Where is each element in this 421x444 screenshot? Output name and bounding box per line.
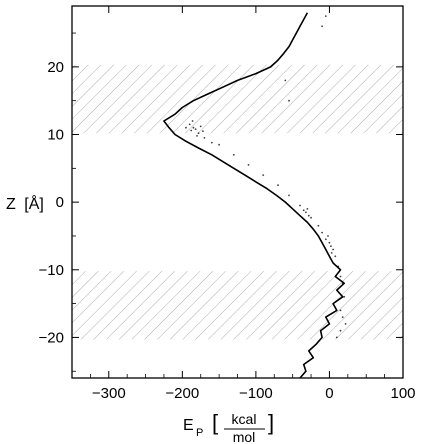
scatter-point — [197, 132, 200, 135]
x-axis-label: E P [ kcal mol ] — [183, 410, 274, 444]
scatter-point — [288, 194, 290, 197]
scatter-point — [327, 235, 329, 237]
x-axis-label-unit-numerator: kcal — [232, 411, 257, 427]
y-tick-label: −20 — [39, 329, 64, 346]
x-tick-label: −300 — [92, 385, 126, 402]
scatter-point — [284, 79, 287, 82]
scatter-point — [307, 214, 310, 217]
x-axis-label-unit-denominator: mol — [233, 429, 256, 444]
profile-line-path — [163, 12, 345, 378]
scatter-point — [306, 208, 309, 210]
scatter-point — [185, 126, 187, 129]
y-axis-label: Z [Å] — [6, 194, 44, 213]
scatter-point — [302, 209, 305, 212]
profile-line — [163, 12, 345, 378]
y-tick-label: 10 — [47, 127, 64, 144]
y-tick-label: 20 — [47, 59, 64, 76]
scatter-point — [218, 143, 221, 146]
scatter-point — [232, 153, 235, 156]
scatter-point — [247, 164, 250, 166]
scatter-point — [192, 126, 195, 129]
x-axis-label-close-bracket: ] — [268, 410, 274, 435]
y-tick-label: −10 — [39, 262, 64, 279]
x-axis-label-subscript: P — [196, 427, 203, 439]
y-axis-ticks: −20 −10 0 10 20 — [39, 32, 403, 372]
scatter-point — [317, 224, 320, 227]
scatter-point — [321, 25, 323, 28]
scatter-point — [339, 309, 342, 312]
scatter-point — [341, 316, 344, 318]
scatter-point — [305, 211, 307, 214]
scatter-point — [324, 238, 327, 241]
scatter-point — [339, 275, 342, 278]
scatter-point — [210, 141, 213, 144]
x-axis-label-main: E — [183, 417, 194, 434]
scatter-point — [310, 216, 312, 219]
scatter-point — [196, 135, 198, 137]
hatched-band-0 — [72, 64, 403, 134]
y-axis-label-unit: Å — [29, 194, 40, 213]
scatter-point — [277, 184, 279, 187]
scatter-point — [330, 252, 333, 254]
scatter-point — [343, 295, 346, 298]
scatter-point — [335, 336, 338, 339]
x-tick-label: 100 — [390, 385, 415, 402]
scatter-point — [321, 231, 323, 234]
scatter-point — [262, 174, 265, 177]
scatter-point — [332, 248, 334, 251]
scatter-point — [188, 123, 191, 126]
scatter-point — [324, 15, 327, 17]
scatter-point — [330, 245, 332, 248]
scatter-point — [288, 99, 290, 102]
scatter-point — [190, 129, 193, 132]
x-axis-ticks: −300 −200 −100 0 100 — [71, 6, 416, 402]
scatter-point — [203, 137, 206, 139]
scatter-point — [344, 323, 347, 325]
scatter-point — [202, 130, 204, 133]
scatter-point — [334, 255, 337, 258]
svg-text:Z [Å]: Z [Å] — [6, 194, 44, 213]
y-axis-label-main: Z — [6, 196, 16, 213]
scatter-point — [328, 241, 331, 244]
x-tick-label: −100 — [239, 385, 273, 402]
scatter-points — [185, 15, 347, 339]
y-tick-label: 0 — [56, 194, 64, 211]
x-tick-label: 0 — [325, 385, 333, 402]
scatter-point — [191, 120, 194, 122]
hatched-bands — [72, 64, 403, 340]
scatter-point — [199, 125, 202, 128]
hatched-band-1 — [72, 271, 403, 340]
scatter-point — [339, 329, 342, 332]
scatter-point — [299, 204, 301, 207]
x-tick-label: −200 — [165, 385, 199, 402]
scatter-point — [194, 128, 197, 131]
x-axis-label-open-bracket: [ — [212, 410, 218, 435]
